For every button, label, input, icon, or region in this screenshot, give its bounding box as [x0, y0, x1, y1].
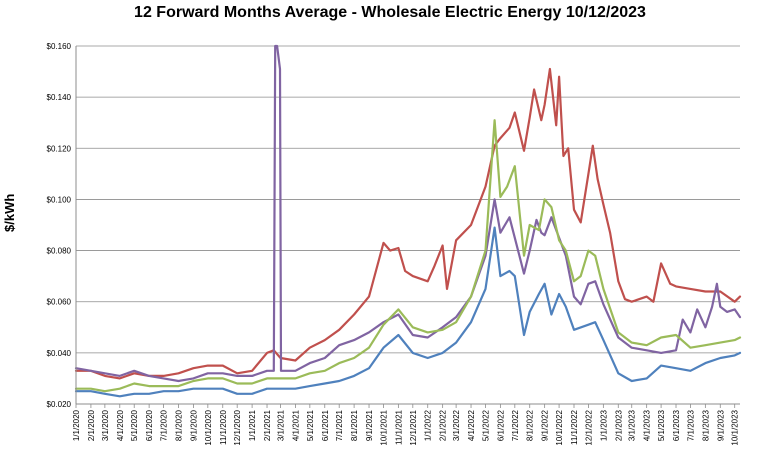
x-tick-labels: 1/1/2020 2/1/2020 3/1/2020 4/1/2020 5/1/2020…: [72, 409, 740, 445]
x-tick-label: 7/1/2023: [686, 409, 695, 441]
x-tick-label: 11/1/2020: [219, 409, 228, 445]
x-tick-label: 2/1/2023: [614, 409, 623, 441]
x-tick-label: 4/1/2023: [643, 409, 652, 441]
x-tick-label: 2/1/2020: [87, 409, 96, 441]
chart-title: 12 Forward Months Average - Wholesale El…: [134, 4, 646, 21]
x-tick-label: 9/1/2020: [189, 409, 198, 441]
series-line-2: [74, 44, 742, 383]
x-tick-label: 8/1/2020: [174, 409, 183, 441]
series-line-4: [74, 226, 742, 398]
x-tick-label: 12/1/2020: [233, 409, 242, 445]
x-tick-label: 6/1/2022: [496, 409, 505, 441]
x-tick-label: 7/1/2020: [160, 409, 169, 441]
x-tick-label: 7/1/2021: [335, 409, 344, 441]
x-tick-label: 4/1/2022: [467, 409, 476, 441]
x-tick-label: 1/1/2022: [424, 409, 433, 441]
x-tick-label: 8/1/2021: [350, 409, 359, 441]
x-tick-label: 6/1/2023: [672, 409, 681, 441]
x-tick-label: 9/1/2023: [716, 409, 725, 441]
y-tick-label: $0.160: [47, 42, 72, 51]
x-tick-label: 11/1/2022: [570, 409, 579, 445]
y-tick-label: $0.100: [47, 195, 72, 204]
x-tick-label: 4/1/2021: [291, 409, 300, 441]
x-tick-label: 10/1/2020: [204, 409, 213, 445]
x-tick-label: 5/1/2023: [657, 409, 666, 441]
x-tick-label: 6/1/2020: [145, 409, 154, 441]
x-tick-label: 8/1/2022: [526, 409, 535, 441]
x-tick-label: 3/1/2023: [628, 409, 637, 441]
x-tick-label: 9/1/2022: [541, 409, 550, 441]
x-tick-label: 1/1/2021: [248, 409, 257, 441]
x-tick-label: 9/1/2021: [365, 409, 374, 441]
x-tick-label: 12/1/2022: [584, 409, 593, 445]
x-tick-label: 12/1/2021: [409, 409, 418, 445]
series-line-3: [74, 119, 742, 393]
series-lines: [74, 44, 742, 398]
y-tick-label: $0.080: [47, 247, 72, 256]
x-tick-label: 1/1/2023: [599, 409, 608, 441]
y-tick-label: $0.040: [47, 349, 72, 358]
x-tick-label: 1/1/2020: [72, 409, 81, 441]
x-tick-label: 8/1/2023: [701, 409, 710, 441]
x-tick-label: 4/1/2020: [116, 409, 125, 441]
series-line-1: [74, 67, 742, 380]
y-tick-label: $0.020: [47, 400, 72, 409]
x-tick-label: 3/1/2022: [452, 409, 461, 441]
x-tick-label: 6/1/2021: [321, 409, 330, 441]
y-tick-labels: $0.020 $0.040 $0.060 $0.080 $0.100 $0.120 $0.1…: [47, 42, 72, 409]
x-tick-label: 10/1/2022: [555, 409, 564, 445]
x-tick-label: 5/1/2021: [306, 409, 315, 441]
x-tick-label: 2/1/2021: [263, 409, 272, 441]
x-tick-label: 11/1/2021: [394, 409, 403, 445]
x-tick-label: 7/1/2022: [511, 409, 520, 441]
y-tick-label: $0.140: [47, 93, 72, 102]
x-tick-label: 5/1/2022: [481, 409, 490, 441]
x-tick-label: 5/1/2020: [130, 409, 139, 441]
x-tick-label: 2/1/2022: [439, 409, 448, 441]
axes: [75, 46, 740, 408]
x-tick-label: 3/1/2020: [101, 409, 110, 441]
x-tick-label: 10/1/2021: [379, 409, 388, 445]
y-tick-label: $0.060: [47, 298, 72, 307]
x-tick-label: 10/1/2023: [731, 409, 740, 445]
y-tick-label: $0.120: [47, 144, 72, 153]
x-tick-label: 3/1/2021: [276, 409, 285, 441]
